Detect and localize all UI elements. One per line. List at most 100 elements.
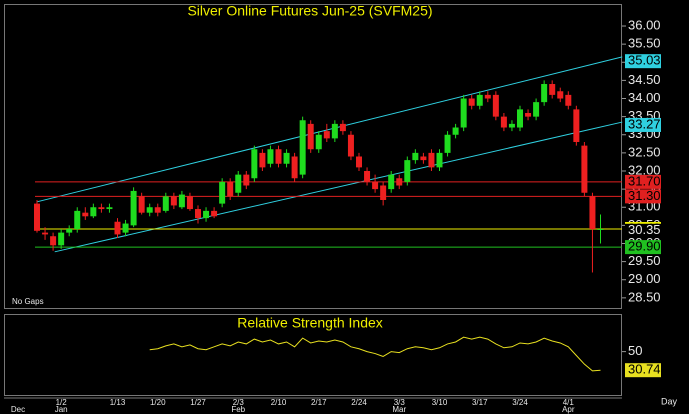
trendline [54,121,623,253]
candle-body [508,123,515,128]
candle-body [243,174,250,186]
candle-body [170,196,177,206]
rsi-value-label-bg [625,363,661,378]
candle-body [484,94,491,99]
x-axis-label: Day [661,396,678,406]
candle-body [541,84,548,103]
x-tick-label: 2/10 [271,398,287,407]
candle-body [98,207,105,210]
x-month-label: Dec [11,405,25,414]
x-tick-label: 3/3 [394,398,406,407]
x-tick-label: 3/10 [432,398,448,407]
x-tick-label: 2/24 [351,398,367,407]
x-month-label: Feb [231,405,245,414]
level-label: 31.30 [628,188,661,203]
x-tick-label: 2/17 [311,398,327,407]
y-tick-label: 29.50 [628,253,661,268]
candle-body [106,207,113,210]
x-tick-label: 2/3 [233,398,245,407]
candle-body [331,123,338,139]
candle-body [404,160,411,182]
x-tick-label: 1/27 [190,398,206,407]
chart-title: Silver Online Futures Jun-25 (SVFM25) [187,3,432,19]
candle-body [251,149,258,179]
rsi-panel [4,314,622,396]
candle-body [573,109,580,143]
candle-body [291,156,298,179]
y-tick-label: 32.00 [628,162,661,177]
candle-body [533,102,540,117]
candle-body [468,98,475,106]
candle-body [82,212,89,217]
candle-body [219,181,226,204]
annotation: No Gaps [12,297,44,306]
candle-body [267,149,274,164]
x-tick-label: 3/17 [472,398,488,407]
x-tick-label: 1/2 [56,398,68,407]
candle-body [66,228,73,233]
candle-body [178,194,185,208]
candle-body [195,209,201,219]
y-tick-label: 28.50 [628,289,661,304]
candle-body [452,127,459,135]
level-label-bg [625,223,661,238]
level-label-bg [625,174,661,189]
candle-body [227,181,234,197]
candle-body [525,113,532,117]
candle-body [436,152,443,168]
candle-body [211,210,218,217]
x-tick-label: 4/1 [563,398,575,407]
y-tick-label: 35.50 [628,36,661,51]
candle-body [283,152,290,164]
candle-body [347,134,354,157]
level-label-bg [625,240,661,255]
candle-body [549,84,556,95]
level-label: 33.27 [628,116,661,131]
candle-body [500,116,507,128]
y-tick-label: 36.00 [628,17,661,32]
candle-body [476,94,483,106]
candle-body [154,207,161,213]
x-tick-label: 1/20 [150,398,166,407]
candle-body [203,210,210,219]
candle-body [235,174,242,193]
candle-body [162,196,169,211]
x-month-label: Apr [562,405,575,414]
candle-body [412,152,419,161]
candle-body [356,156,362,168]
candle-body [597,228,604,230]
candle-body [130,190,137,226]
level-label: 35.03 [628,53,661,68]
candle-body [58,232,65,246]
candle-body [307,123,314,150]
candle-body [186,196,193,210]
candle-body [581,145,588,193]
level-label: 31.70 [628,173,661,188]
y-tick-label: 34.00 [628,90,661,105]
candle-body [517,109,523,128]
candle-body [122,223,129,233]
rsi-line [149,336,601,372]
candle-body [460,98,467,128]
candle-body [428,152,435,168]
candle-body [90,207,97,217]
candle-body [339,123,346,132]
y-tick-label: 34.50 [628,72,661,87]
candle-body [299,120,306,175]
candle-body [74,210,81,229]
price-panel [4,4,622,309]
x-tick-label: 3/24 [512,398,528,407]
candle-body [565,94,572,106]
x-tick-label: 1/13 [110,398,126,407]
y-tick-label: 29.00 [628,271,661,286]
candle-body [114,221,121,235]
candle-body [323,131,330,139]
candle-body [492,94,499,117]
level-label: 29.90 [628,239,661,254]
candle-body [364,170,371,182]
rsi-title: Relative Strength Index [237,315,383,331]
candle-body [146,207,153,213]
candle-body [396,178,403,186]
